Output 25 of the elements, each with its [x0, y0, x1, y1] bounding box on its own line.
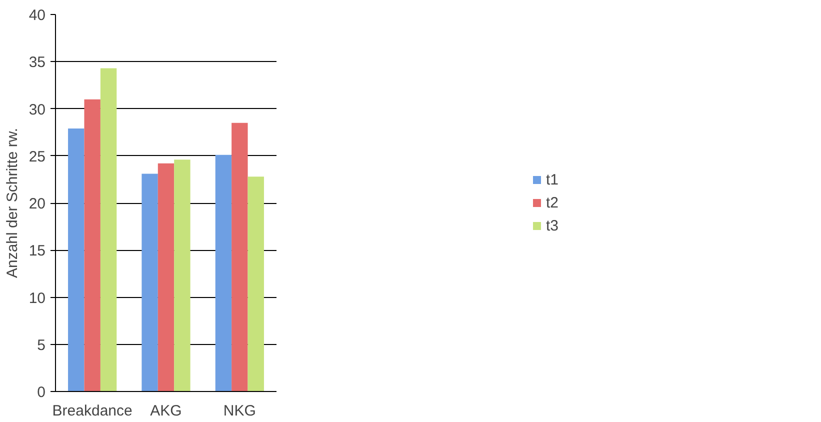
y-tick-label: 15 — [28, 242, 46, 260]
bar — [84, 99, 100, 392]
x-tick-label: NKG — [223, 402, 256, 420]
legend-label: t3 — [546, 217, 560, 234]
y-tick-label: 35 — [28, 54, 46, 72]
y-tick-label: 0 — [37, 384, 46, 401]
legend-label: t2 — [546, 194, 560, 211]
bar — [232, 122, 248, 392]
bar — [248, 176, 264, 392]
bar — [68, 128, 84, 392]
x-tick-label: AKG — [150, 402, 182, 420]
x-tick-label: Breakdance — [52, 402, 132, 420]
y-tick-label: 20 — [28, 196, 46, 212]
y-tick-label: 40 — [28, 7, 46, 24]
y-tick-label: 25 — [28, 148, 46, 166]
legend-label: t1 — [546, 171, 560, 188]
y-tick-label: 10 — [28, 290, 46, 307]
bar — [215, 154, 232, 392]
y-axis-title: Anzahl der Schritte rw. — [4, 128, 21, 278]
bar — [158, 163, 174, 392]
y-tick-label: 30 — [28, 101, 46, 118]
y-tick-label: 5 — [37, 336, 46, 354]
bar — [100, 68, 117, 392]
bar — [174, 160, 190, 392]
bar — [142, 174, 158, 392]
